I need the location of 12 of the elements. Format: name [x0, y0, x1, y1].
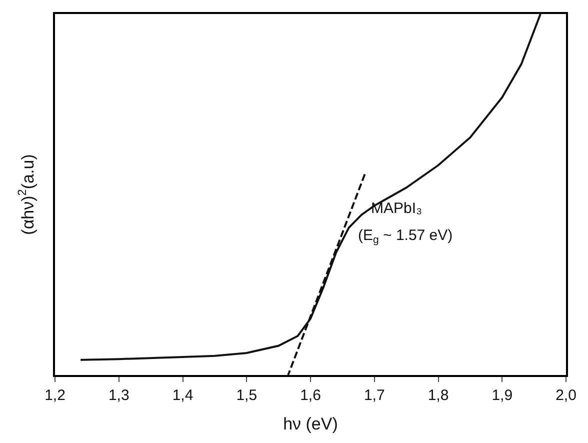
annotation: MAPbI₃: [371, 200, 422, 217]
x-tick-label: 2,0: [556, 386, 576, 404]
x-tick-label: 1,9: [492, 386, 513, 404]
x-tick-label: 1,8: [428, 386, 449, 404]
x-tick-label: 1,6: [300, 386, 321, 404]
x-tick-label: 1,5: [236, 386, 258, 404]
annotation: (E$_{g}$ ~ 1.57 eV): [358, 227, 453, 246]
x-tick-label: 1,4: [172, 386, 194, 404]
x-tick-label: 1,3: [108, 386, 130, 404]
x-tick-label: 1,7: [364, 386, 385, 404]
x-axis-title: hν (eV): [283, 414, 338, 434]
x-tick-label: 1,2: [44, 386, 66, 404]
